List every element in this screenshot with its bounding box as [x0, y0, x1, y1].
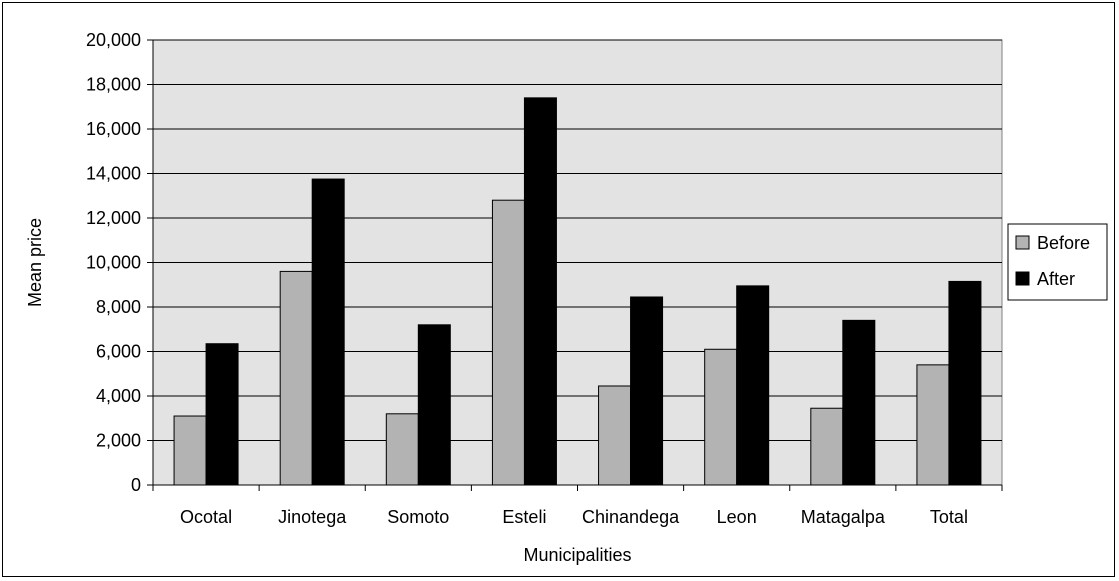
bar-before-ocotal: [173, 415, 207, 486]
bar-before-esteli: [491, 199, 525, 486]
x-tick-label: Esteli: [502, 507, 546, 527]
y-tick-label: 20,000: [86, 30, 141, 50]
legend-swatch-after: [1015, 271, 1030, 286]
legend-swatch-before: [1015, 235, 1030, 250]
y-tick-label: 10,000: [86, 253, 141, 273]
bar-after-leon: [736, 285, 770, 486]
bar-after-ocotal: [205, 343, 239, 486]
y-tick-label: 6,000: [96, 342, 141, 362]
bar-before-leon: [704, 348, 738, 486]
legend-label-after: After: [1037, 269, 1075, 289]
y-tick-label: 14,000: [86, 164, 141, 184]
y-tick-label: 16,000: [86, 119, 141, 139]
x-axis-title: Municipalities: [523, 545, 631, 565]
bar-after-somoto: [417, 324, 451, 486]
bar-before-jinotega: [279, 270, 313, 486]
bar-after-chinandega: [630, 296, 664, 486]
y-tick-label: 12,000: [86, 208, 141, 228]
x-tick-label: Chinandega: [582, 507, 680, 527]
x-tick-label: Leon: [717, 507, 757, 527]
legend: Before After: [1007, 223, 1108, 301]
y-tick-label: 0: [131, 475, 141, 495]
x-tick-label: Jinotega: [278, 507, 347, 527]
y-axis-title: Mean price: [25, 218, 45, 307]
y-tick-label: 4,000: [96, 386, 141, 406]
y-tick-label: 8,000: [96, 297, 141, 317]
bar-before-somoto: [385, 413, 419, 486]
legend-label-before: Before: [1037, 233, 1090, 253]
bar-before-total: [916, 364, 950, 486]
bar-before-chinandega: [598, 385, 632, 486]
x-tick-label: Matagalpa: [801, 507, 886, 527]
x-tick-label: Ocotal: [180, 507, 232, 527]
y-tick-label: 2,000: [96, 431, 141, 451]
y-tick-label: 18,000: [86, 75, 141, 95]
bar-after-jinotega: [311, 178, 345, 486]
bar-after-esteli: [523, 97, 557, 486]
bar-after-total: [948, 280, 982, 486]
bar-after-matagalpa: [842, 319, 876, 486]
x-tick-label: Somoto: [387, 507, 449, 527]
bar-before-matagalpa: [810, 407, 844, 486]
x-tick-label: Total: [930, 507, 968, 527]
